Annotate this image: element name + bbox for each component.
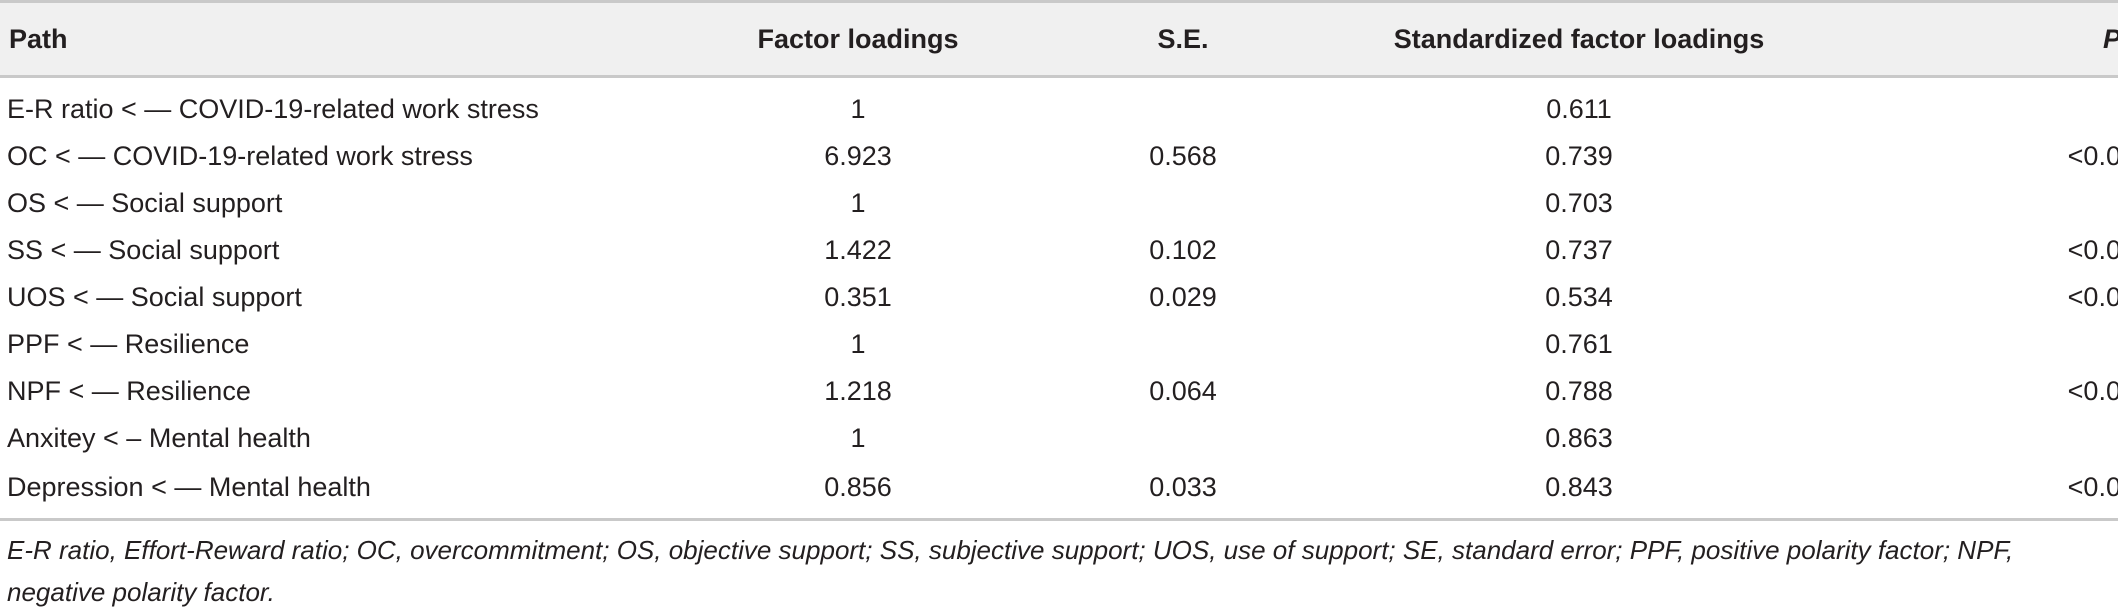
header-standardized: Standardized factor loadings [1319,0,1839,78]
table-row: SS < — Social support 1.422 0.102 0.737 … [0,227,2118,274]
cell-se: 0.568 [1149,141,1217,171]
cell-standardized: 0.703 [1545,188,1613,218]
cell-factor-loading: 1 [850,329,866,359]
cell-path: NPF < — Resilience [7,376,251,406]
cell-path: UOS < — Social support [7,282,302,312]
cell-p [1839,415,2118,462]
header-path: Path [0,0,669,78]
cell-se [1047,321,1319,368]
cell-se [1047,180,1319,227]
header-factor-loadings: Factor loadings [669,0,1047,78]
cell-factor-loading: 1 [850,94,866,124]
cell-p: <0.001 [2067,282,2118,312]
cell-standardized: 0.737 [1545,235,1613,265]
cell-p: <0.001 [1839,462,2118,521]
cell-path: Depression < — Mental health [0,462,669,521]
table-footnote: E-R ratio, Effort-Reward ratio; OC, over… [7,535,2014,607]
cell-se: 0.064 [1149,376,1217,406]
cell-path: OC < — COVID-19-related work stress [7,141,473,171]
header-se: S.E. [1047,0,1319,78]
cell-standardized: 0.534 [1545,282,1613,312]
cell-p [1839,77,2118,134]
table-row: OC < — COVID-19-related work stress 6.92… [0,133,2118,180]
cell-standardized: 0.611 [1546,94,1612,124]
table-row: OS < — Social support 1 0.703 [0,180,2118,227]
cell-se: 0.029 [1149,282,1217,312]
cell-factor-loading: 1 [850,188,866,218]
cell-path: Anxitey < – Mental health [7,423,311,453]
cell-path: OS < — Social support [7,188,283,218]
header-row: Path Factor loadings S.E. Standardized f… [0,0,2118,78]
cell-p [1839,180,2118,227]
cell-se [1047,415,1319,462]
cell-factor-loading: 1.218 [824,376,892,406]
cell-p: <0.001 [2067,376,2118,406]
cell-path: E-R ratio < — COVID-19-related work stre… [7,94,539,124]
table-row: E-R ratio < — COVID-19-related work stre… [0,77,2118,134]
cell-factor-loading: 0.351 [824,282,892,312]
table-row: NPF < — Resilience 1.218 0.064 0.788 <0.… [0,368,2118,415]
table-body: E-R ratio < — COVID-19-related work stre… [0,77,2118,521]
cell-factor-loading: 0.856 [669,462,1047,521]
cell-standardized: 0.843 [1319,462,1839,521]
cell-standardized: 0.788 [1545,376,1613,406]
table-row: Depression < — Mental health 0.856 0.033… [0,462,2118,521]
cell-p [1839,321,2118,368]
cell-standardized: 0.863 [1545,423,1613,453]
cell-standardized: 0.761 [1545,329,1613,359]
cell-factor-loading: 1 [850,423,866,453]
cell-p: <0.001 [2067,235,2118,265]
table-row: Anxitey < – Mental health 1 0.863 [0,415,2118,462]
cell-path: SS < — Social support [7,235,280,265]
table-row: PPF < — Resilience 1 0.761 [0,321,2118,368]
factor-loadings-table: Path Factor loadings S.E. Standardized f… [0,0,2118,521]
header-p: P [1839,0,2118,78]
cell-se [1047,77,1319,134]
cell-se: 0.102 [1149,235,1217,265]
cell-factor-loading: 6.923 [824,141,892,171]
cell-path: PPF < — Resilience [7,329,250,359]
cell-p: <0.001 [2067,141,2118,171]
cell-se: 0.033 [1047,462,1319,521]
cell-standardized: 0.739 [1545,141,1613,171]
table-header: Path Factor loadings S.E. Standardized f… [0,0,2118,78]
cell-factor-loading: 1.422 [824,235,892,265]
table-row: UOS < — Social support 0.351 0.029 0.534… [0,274,2118,321]
